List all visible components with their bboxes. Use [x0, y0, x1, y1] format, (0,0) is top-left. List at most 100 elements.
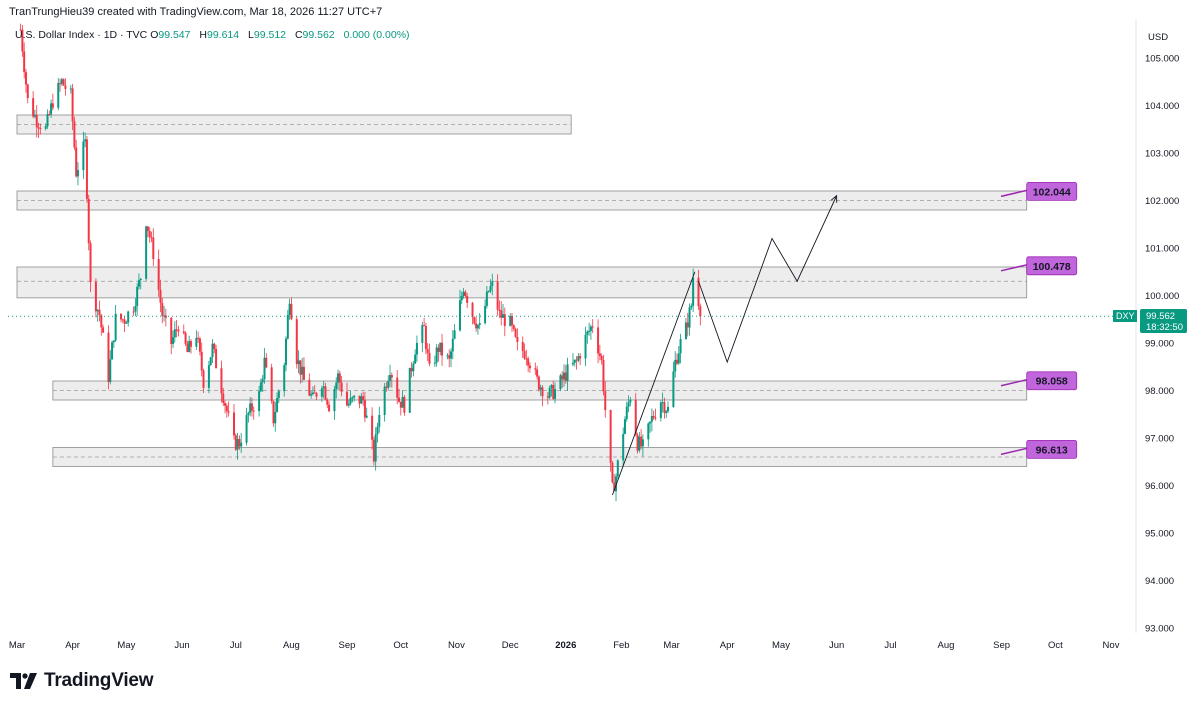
candle-body	[87, 198, 90, 244]
price-axis[interactable]: 105.000 104.000 103.000 102.000 101.000 100.0…	[1145, 54, 1179, 635]
candle-body	[638, 436, 641, 451]
candle-body	[161, 302, 164, 316]
candle-body	[326, 399, 329, 405]
candle-body	[236, 439, 239, 450]
time-tick-label: Sep	[339, 640, 356, 651]
candle-body	[634, 399, 637, 435]
price-tick-label: 105.000	[1145, 54, 1179, 65]
candle-body	[233, 412, 236, 436]
symbol-title[interactable]: U.S. Dollar Index · 1D · TVC	[15, 29, 148, 41]
candle-body	[487, 291, 490, 293]
candle-body	[421, 325, 424, 343]
candle-body	[270, 367, 273, 402]
candle-body	[588, 331, 591, 333]
candle-body	[408, 367, 411, 413]
candle-body	[523, 351, 526, 359]
candle-body	[64, 85, 67, 89]
candle-body	[127, 311, 130, 323]
candle-body	[589, 326, 592, 332]
candle-body	[491, 281, 494, 287]
candle-body	[207, 365, 210, 388]
price-tick-label: 100.000	[1145, 291, 1179, 302]
candle-body	[647, 423, 650, 440]
tradingview-brand[interactable]: TradingView	[10, 670, 154, 692]
candle-body	[458, 300, 461, 331]
candle-body	[692, 277, 695, 306]
candle-body	[527, 358, 530, 366]
target-connector	[1000, 447, 1027, 456]
time-tick-label: May	[772, 640, 790, 651]
time-axis[interactable]: Mar Apr May Jun Jul Aug Sep Oct Nov Dec 2026 Feb Mar…	[9, 640, 1120, 651]
candle-body	[616, 460, 619, 477]
candle-body	[439, 342, 442, 352]
candle-body	[172, 337, 175, 344]
candle-body	[466, 295, 469, 303]
candle-body	[536, 369, 539, 377]
price-tick-label: 98.000	[1145, 386, 1174, 397]
candle-body	[189, 341, 192, 347]
candle-body	[604, 391, 607, 411]
candle-body	[372, 439, 375, 462]
candle-body	[23, 51, 26, 73]
close-key: C	[294, 29, 303, 41]
candle-body	[598, 353, 601, 357]
candle-body	[322, 386, 325, 389]
candle-body	[195, 337, 198, 347]
candle-body	[451, 338, 454, 352]
candle-body	[473, 317, 476, 324]
candle-body	[426, 349, 429, 353]
time-tick-label: Nov	[1103, 640, 1120, 651]
candle-body	[263, 357, 266, 380]
zones-layer	[16, 114, 1028, 467]
candle-body	[464, 291, 467, 296]
target-label: 98.058	[1036, 376, 1068, 388]
candle-body	[84, 139, 87, 142]
target-badge	[1026, 439, 1078, 459]
target-badge	[1026, 256, 1078, 276]
candle-body	[667, 406, 670, 412]
candle-body	[503, 314, 506, 326]
candle-body	[559, 375, 562, 390]
candle-body	[541, 387, 544, 397]
candle-body	[688, 307, 691, 328]
currency-label[interactable]: USD	[1148, 32, 1168, 43]
candle-body	[51, 103, 54, 108]
candle-body	[35, 114, 38, 128]
candle-body	[249, 403, 252, 413]
drawings-layer	[612, 194, 838, 496]
candle-body	[478, 323, 481, 326]
candle-body	[159, 289, 162, 303]
candle-body	[561, 375, 564, 380]
candle-body	[290, 303, 293, 320]
candle-body	[301, 366, 304, 375]
candle-body	[310, 394, 313, 396]
candle-body	[489, 286, 492, 292]
high-value: 99.614	[207, 29, 240, 41]
candle-body	[308, 379, 311, 396]
candle-body	[173, 329, 176, 338]
target-labels-layer: 102.044 100.478 98.058 96.613	[1000, 182, 1078, 459]
candle-body	[98, 309, 101, 316]
candle-body	[410, 367, 413, 372]
time-tick-label: Apr	[65, 640, 80, 651]
candle-body	[363, 400, 366, 418]
time-tick-label: Jun	[829, 640, 844, 651]
open-value: 99.547	[158, 29, 191, 41]
candle-body	[564, 372, 567, 381]
candle-body	[575, 359, 578, 361]
candle-body	[358, 395, 361, 404]
candle-body	[441, 342, 444, 356]
price-tag-countdown: 18:32:50	[1146, 322, 1183, 333]
price-tick-label: 95.000	[1145, 529, 1174, 540]
candle-body	[349, 397, 352, 404]
candle-body	[600, 356, 603, 360]
open-key: O	[150, 29, 159, 41]
candle-body	[85, 139, 88, 199]
candle-body	[335, 382, 338, 390]
candle-body	[446, 355, 449, 357]
candle-body	[234, 435, 237, 450]
candle-body	[659, 402, 662, 419]
candle-body	[320, 388, 323, 397]
target-connector	[1000, 264, 1027, 272]
